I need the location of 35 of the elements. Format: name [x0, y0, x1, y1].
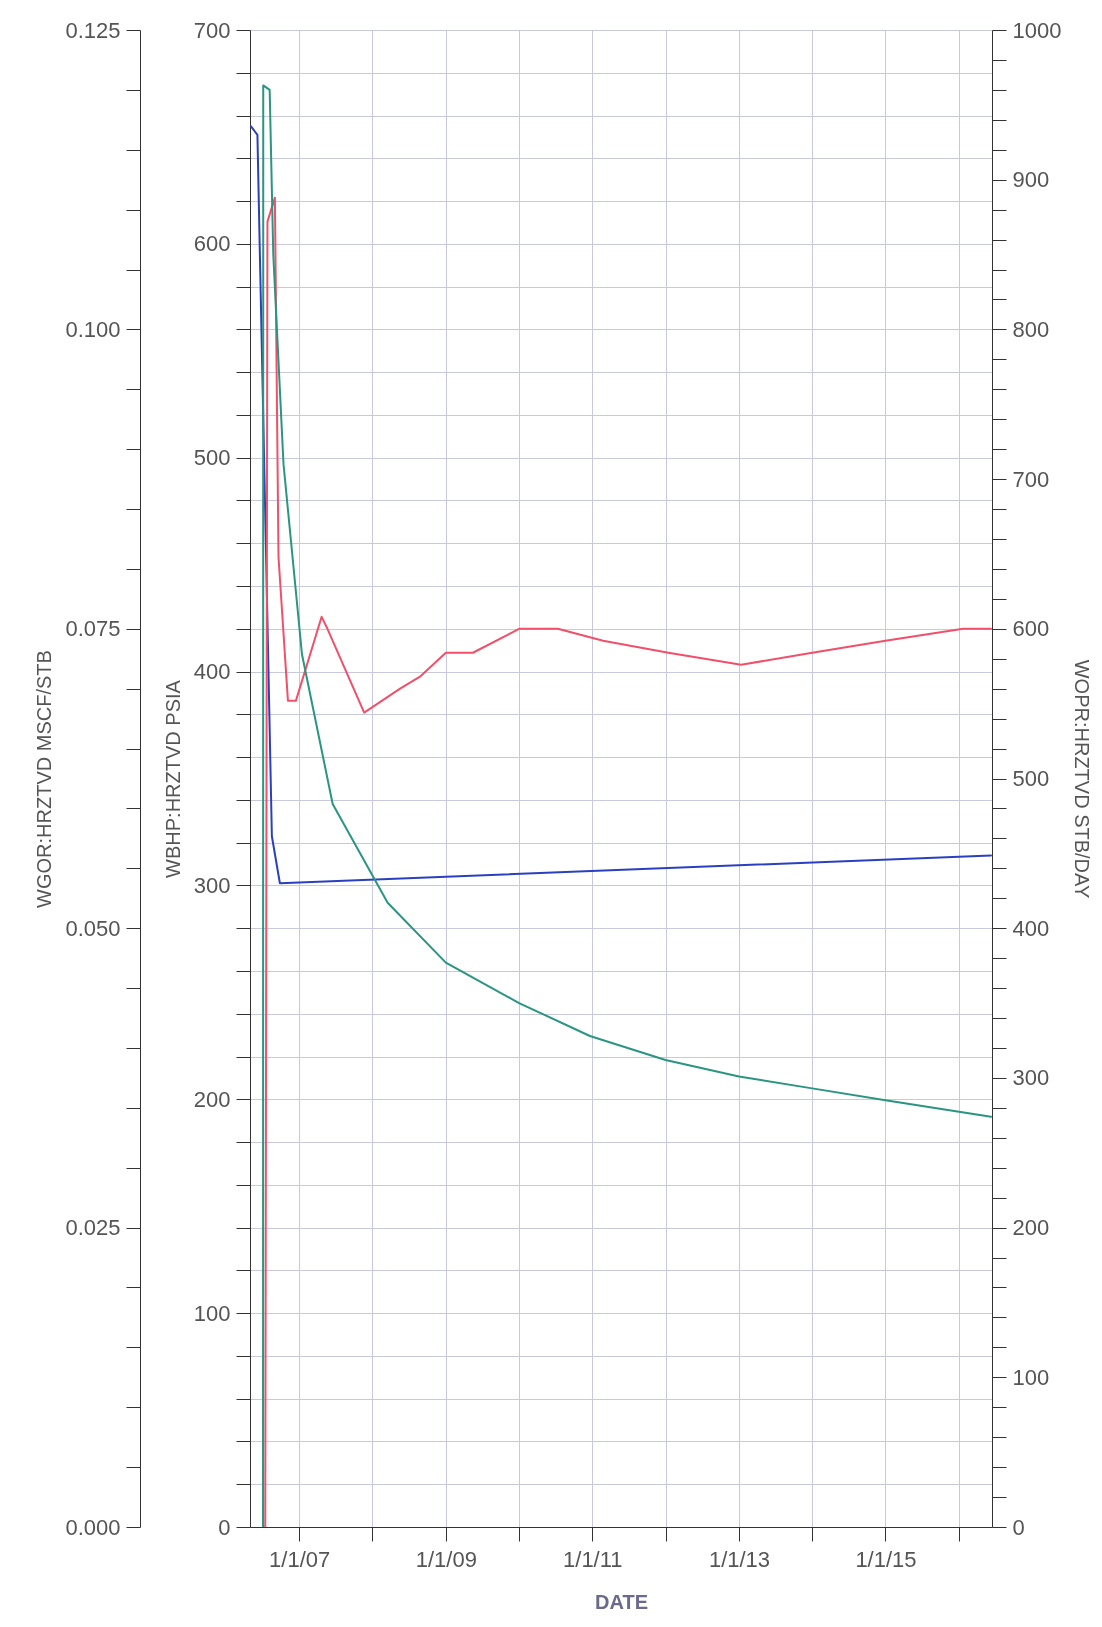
y3-tick-label: 900: [1012, 167, 1050, 193]
y3-tick-label: 200: [1012, 1215, 1050, 1241]
y-tick-label: 100: [193, 1300, 231, 1326]
x-tick-label: 1/1/15: [855, 1546, 917, 1572]
y3-tick-label: 500: [1012, 766, 1050, 791]
y3-axis-title: WOPR:HRZTVD STB/DAY: [1071, 659, 1094, 899]
line-series: [250, 125, 992, 885]
y-tick-label: 600: [193, 231, 231, 257]
x-tick-label: 1/1/09: [415, 1546, 477, 1572]
x-tick-label: 1/1/13: [708, 1546, 771, 1572]
y-tick-label: 700: [193, 17, 231, 43]
y2-tick-label: 0.025: [65, 1215, 121, 1241]
y2-tick-label: 0.050: [65, 915, 121, 941]
x-axis-title: DATE: [595, 1590, 648, 1613]
y2-tick-label: 0.075: [65, 616, 121, 642]
y-tick-label: 0: [218, 1514, 231, 1540]
y3-tick-label: 100: [1012, 1364, 1050, 1390]
y-axis-title: WBHP:HRZTVD PSIA: [161, 679, 184, 878]
y2-tick-label: 0.000: [65, 1514, 121, 1540]
y2-tick-label: 0.125: [65, 17, 121, 43]
y3-tick-label: 800: [1012, 316, 1050, 342]
y3-tick-label: 400: [1012, 915, 1050, 941]
x-tick-label: 1/1/07: [269, 1546, 331, 1572]
y3-tick-label: 600: [1012, 616, 1050, 642]
y-tick-label: 200: [193, 1086, 231, 1112]
y2-axis-title: WGOR:HRZTVD MSCF/STB: [33, 650, 56, 908]
y-tick-label: 500: [193, 445, 231, 471]
y3-tick-label: 1000: [1012, 17, 1062, 43]
y2-tick-label: 0.100: [65, 316, 121, 342]
y3-tick-label: 0: [1012, 1514, 1025, 1540]
y3-tick-label: 300: [1012, 1065, 1050, 1091]
y-tick-label: 400: [193, 659, 231, 685]
y3-tick-label: 700: [1012, 466, 1050, 492]
x-tick-label: 1/1/11: [563, 1546, 623, 1572]
y-tick-label: 300: [193, 872, 231, 898]
